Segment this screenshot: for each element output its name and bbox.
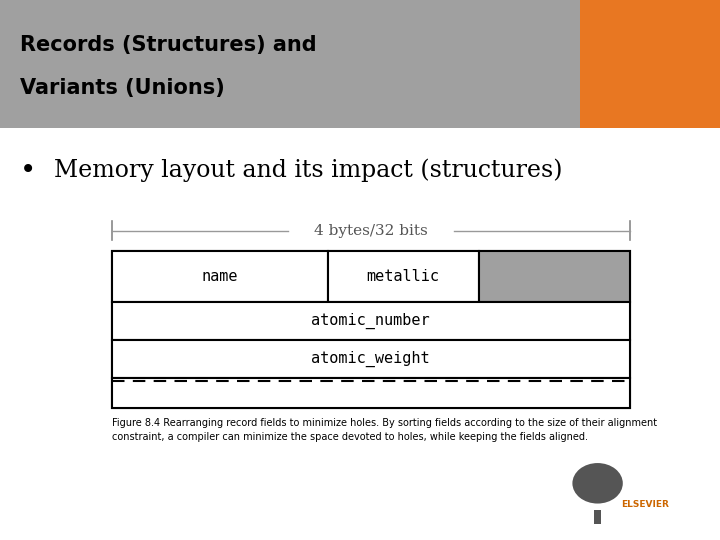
Bar (328, 251, 479, 302)
Bar (112, 378, 630, 408)
Text: ELSEVIER: ELSEVIER (621, 500, 670, 509)
Text: Figure 8.4 Rearranging record fields to minimize holes. By sorting fields accord: Figure 8.4 Rearranging record fields to … (112, 418, 657, 442)
Bar (112, 340, 630, 378)
Text: Variants (Unions): Variants (Unions) (20, 78, 225, 98)
Bar (547, 459, 698, 529)
Text: Records (Structures) and: Records (Structures) and (20, 35, 317, 55)
Text: metallic: metallic (366, 269, 440, 284)
Text: Memory layout and its impact (structures): Memory layout and its impact (structures… (54, 158, 562, 182)
Bar (0, 0, 720, 128)
Text: atomic_number: atomic_number (312, 313, 430, 329)
Bar (479, 251, 630, 302)
Text: 4 bytes/32 bits: 4 bytes/32 bits (314, 224, 428, 238)
Bar (594, 510, 601, 524)
Bar (112, 251, 630, 408)
Bar (112, 251, 328, 302)
Text: atomic_weight: atomic_weight (312, 351, 430, 367)
Bar (112, 302, 630, 340)
Ellipse shape (572, 463, 623, 503)
Text: •: • (20, 156, 37, 184)
Text: name: name (202, 269, 238, 284)
Bar (580, 0, 720, 128)
